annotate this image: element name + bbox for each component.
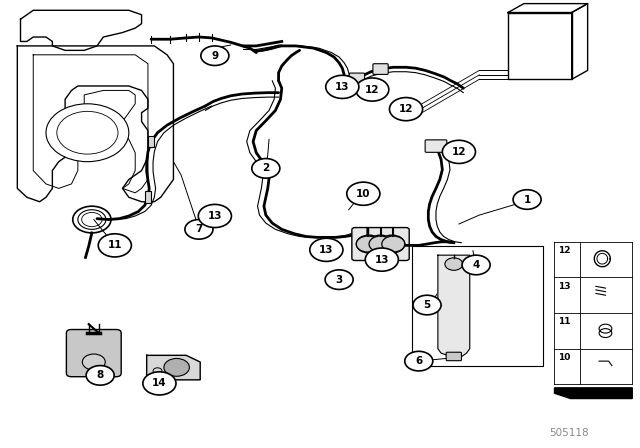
Text: 7: 7 xyxy=(195,224,203,234)
Circle shape xyxy=(252,159,280,178)
Text: 1: 1 xyxy=(524,194,531,205)
Text: 13: 13 xyxy=(319,245,333,255)
Text: 13: 13 xyxy=(374,254,389,265)
Circle shape xyxy=(356,78,389,101)
Text: 12: 12 xyxy=(365,85,380,95)
Circle shape xyxy=(445,258,463,270)
Text: 5: 5 xyxy=(424,300,431,310)
Circle shape xyxy=(86,366,114,385)
FancyBboxPatch shape xyxy=(446,352,461,361)
Text: 6: 6 xyxy=(415,356,422,366)
Text: 505118: 505118 xyxy=(548,428,588,438)
FancyBboxPatch shape xyxy=(148,136,154,147)
Circle shape xyxy=(442,140,476,164)
Text: 14: 14 xyxy=(152,379,167,388)
Text: 10: 10 xyxy=(557,353,570,362)
Text: 12: 12 xyxy=(452,147,466,157)
Circle shape xyxy=(201,46,229,65)
Text: 12: 12 xyxy=(399,104,413,114)
Circle shape xyxy=(368,235,394,253)
Text: 11: 11 xyxy=(557,318,570,327)
Polygon shape xyxy=(20,10,141,50)
Polygon shape xyxy=(508,13,572,79)
Text: 12: 12 xyxy=(557,246,570,255)
FancyBboxPatch shape xyxy=(349,73,365,84)
Polygon shape xyxy=(554,388,632,399)
FancyBboxPatch shape xyxy=(67,330,121,377)
Polygon shape xyxy=(572,4,588,79)
Text: 10: 10 xyxy=(356,189,371,199)
Circle shape xyxy=(99,234,131,257)
Circle shape xyxy=(164,358,189,376)
Circle shape xyxy=(325,270,353,289)
Circle shape xyxy=(347,182,380,205)
Circle shape xyxy=(310,238,343,261)
Circle shape xyxy=(46,104,129,162)
Text: 11: 11 xyxy=(108,241,122,250)
Text: 2: 2 xyxy=(262,164,269,173)
Circle shape xyxy=(365,248,398,271)
Circle shape xyxy=(462,255,490,275)
Text: 13: 13 xyxy=(207,211,222,221)
Circle shape xyxy=(185,220,213,239)
FancyBboxPatch shape xyxy=(425,140,447,152)
Text: 4: 4 xyxy=(472,260,480,270)
Polygon shape xyxy=(508,4,588,13)
Polygon shape xyxy=(438,255,470,358)
Circle shape xyxy=(198,204,232,228)
Polygon shape xyxy=(147,355,200,380)
Circle shape xyxy=(143,372,176,395)
Text: 9: 9 xyxy=(211,51,218,61)
Text: 13: 13 xyxy=(335,82,349,92)
FancyBboxPatch shape xyxy=(145,191,151,203)
Circle shape xyxy=(83,354,105,370)
Circle shape xyxy=(380,235,404,253)
Circle shape xyxy=(356,236,380,252)
Circle shape xyxy=(382,236,404,252)
Circle shape xyxy=(356,235,382,253)
Polygon shape xyxy=(33,55,148,193)
Circle shape xyxy=(404,351,433,371)
Circle shape xyxy=(369,236,392,252)
Text: 8: 8 xyxy=(97,370,104,380)
FancyBboxPatch shape xyxy=(338,76,352,87)
Circle shape xyxy=(413,295,441,315)
FancyBboxPatch shape xyxy=(352,228,409,260)
Circle shape xyxy=(326,75,359,99)
Text: 3: 3 xyxy=(335,275,343,284)
Circle shape xyxy=(390,98,422,121)
Polygon shape xyxy=(17,46,173,202)
Circle shape xyxy=(513,190,541,209)
Text: 13: 13 xyxy=(557,282,570,291)
FancyBboxPatch shape xyxy=(373,64,388,74)
